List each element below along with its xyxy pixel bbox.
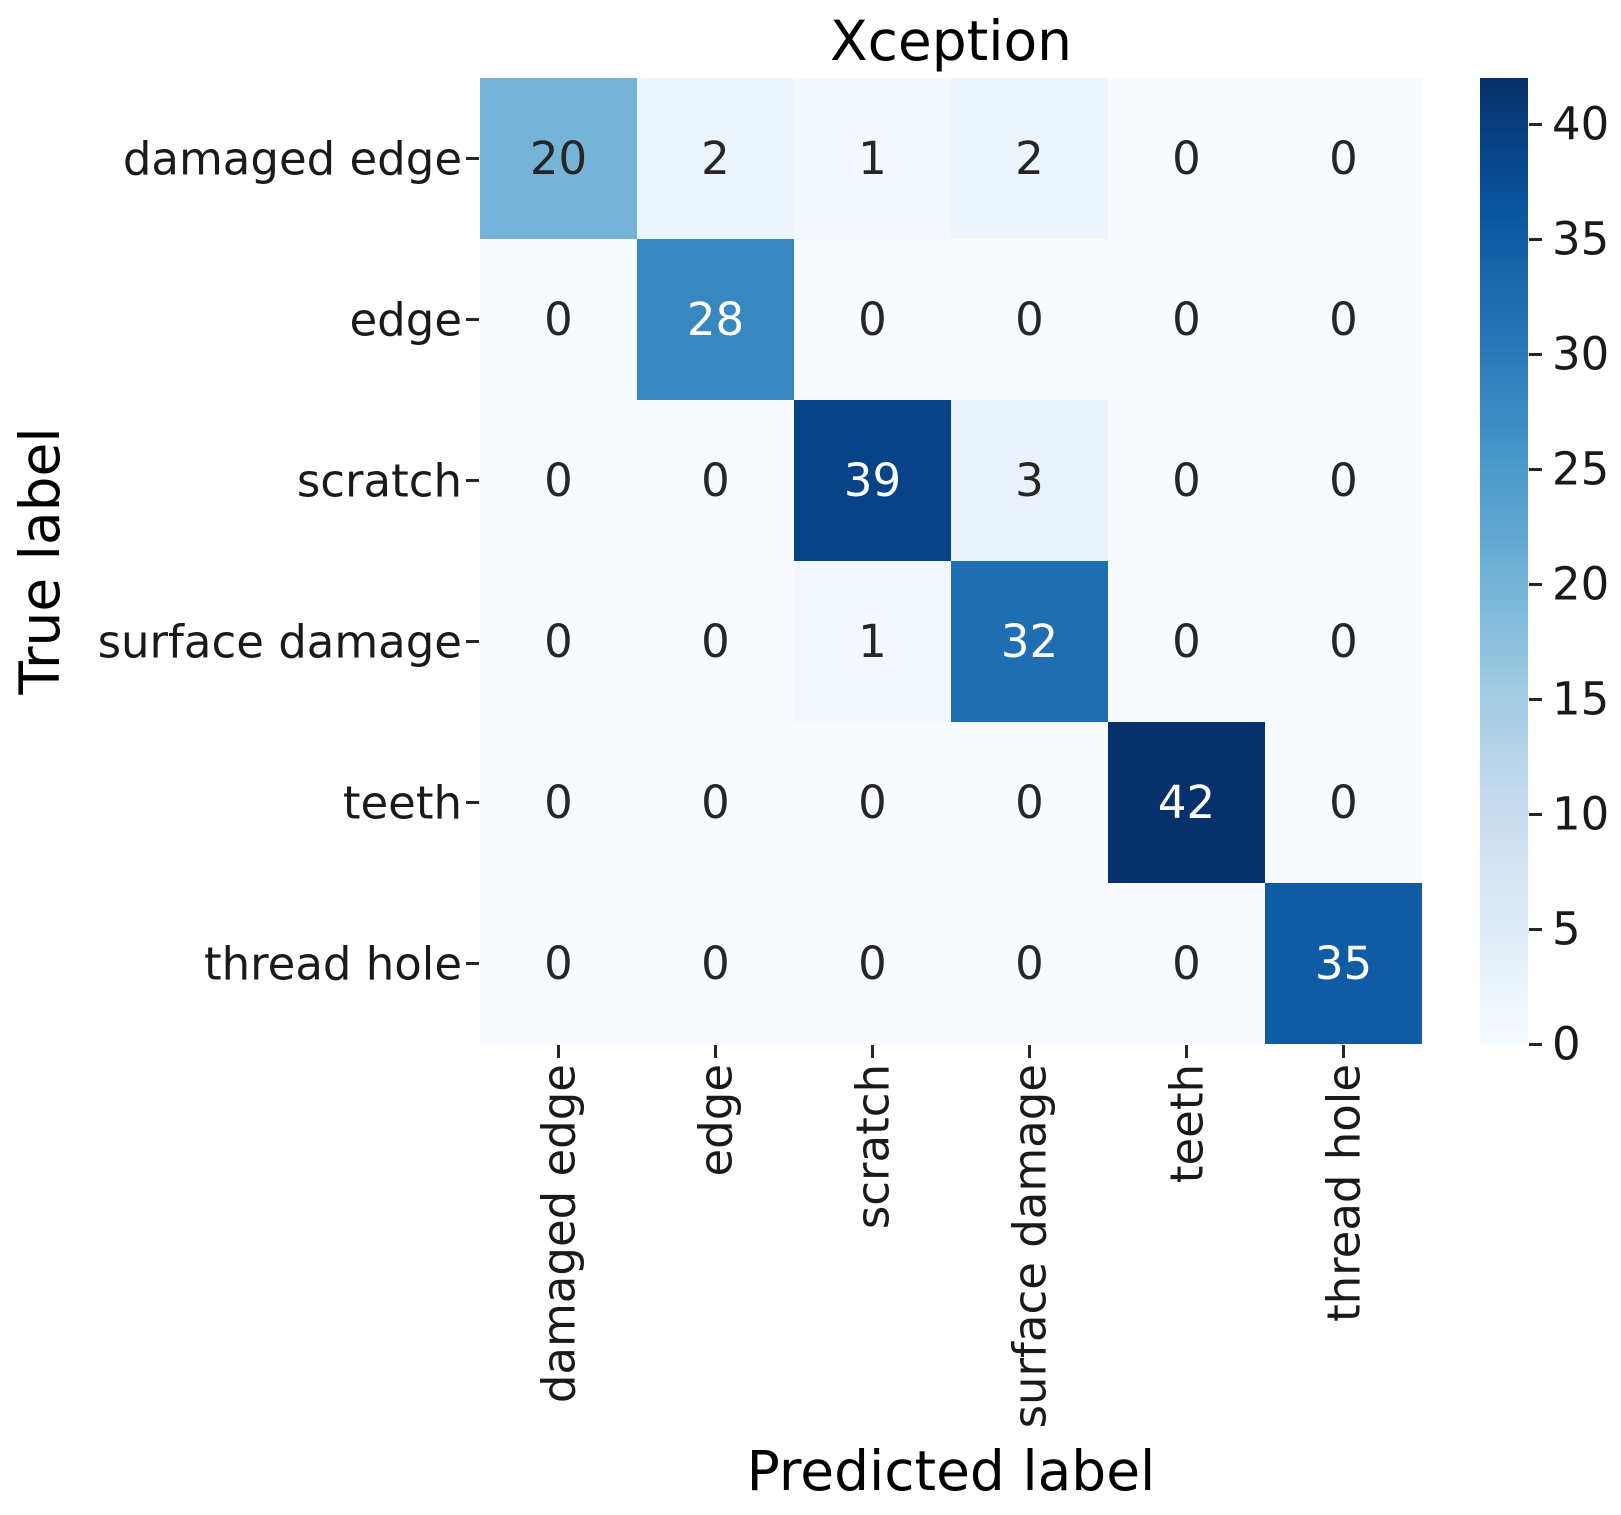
x-tick-mark <box>1185 1045 1188 1058</box>
matrix-cell: 1 <box>794 78 951 239</box>
y-tick-mark <box>466 318 479 321</box>
matrix-cell: 0 <box>637 561 794 722</box>
matrix-cell: 1 <box>794 561 951 722</box>
y-tick-label: damaged edge <box>122 132 462 185</box>
y-tick-mark <box>466 801 479 804</box>
matrix-cell: 0 <box>1108 883 1265 1044</box>
matrix-cell: 2 <box>951 78 1108 239</box>
colorbar-tick-label: 5 <box>1552 902 1581 956</box>
matrix-cell: 35 <box>1265 883 1422 1044</box>
matrix-cell: 0 <box>1108 400 1265 561</box>
y-tick-mark <box>466 157 479 160</box>
colorbar-tick-mark <box>1529 582 1542 586</box>
colorbar-tick-mark <box>1529 122 1542 126</box>
matrix-cell: 0 <box>637 883 794 1044</box>
matrix-cell: 0 <box>1265 400 1422 561</box>
y-tick-label: thread hole <box>203 937 462 990</box>
matrix-cell: 0 <box>1108 78 1265 239</box>
colorbar-tick-mark <box>1529 927 1542 931</box>
chart-title: Xception <box>829 9 1073 73</box>
x-tick-label: edge <box>689 1064 742 1177</box>
x-tick-label: thread hole <box>1317 1064 1370 1323</box>
colorbar-tick-mark <box>1529 467 1542 471</box>
matrix-cell: 42 <box>1108 722 1265 883</box>
x-tick-label: teeth <box>1160 1064 1213 1184</box>
colorbar-tick-mark <box>1529 812 1542 816</box>
matrix-cell: 0 <box>1265 561 1422 722</box>
x-tick-mark <box>714 1045 717 1058</box>
colorbar-tick-label: 25 <box>1552 442 1610 496</box>
matrix-cell: 0 <box>480 883 637 1044</box>
matrix-cell: 0 <box>951 883 1108 1044</box>
matrix-cell: 2 <box>637 78 794 239</box>
colorbar-tick-label: 10 <box>1552 787 1610 841</box>
x-axis-title: Predicted label <box>746 1439 1156 1503</box>
matrix-cell: 28 <box>637 239 794 400</box>
matrix-cell: 0 <box>1108 561 1265 722</box>
y-tick-label: teeth <box>342 776 462 829</box>
matrix-cell: 0 <box>480 722 637 883</box>
colorbar-tick-mark <box>1529 237 1542 241</box>
x-tick-mark <box>1342 1045 1345 1058</box>
y-tick-label: edge <box>349 293 463 346</box>
matrix-cell: 20 <box>480 78 637 239</box>
colorbar-gradient <box>1480 78 1528 1044</box>
matrix-cell: 0 <box>1265 722 1422 883</box>
matrix-cell: 0 <box>1265 78 1422 239</box>
matrix-cell: 0 <box>480 239 637 400</box>
colorbar-tick-label: 30 <box>1552 327 1610 381</box>
colorbar-tick-label: 35 <box>1552 212 1610 266</box>
y-tick-label: surface damage <box>97 615 462 668</box>
matrix-cell: 0 <box>951 239 1108 400</box>
x-tick-label: surface damage <box>1003 1064 1056 1429</box>
matrix-cell: 0 <box>1108 239 1265 400</box>
matrix-cell: 0 <box>480 561 637 722</box>
matrix-cell: 0 <box>637 400 794 561</box>
x-tick-mark <box>557 1045 560 1058</box>
colorbar-tick-mark <box>1529 352 1542 356</box>
matrix-cell: 0 <box>480 400 637 561</box>
y-tick-mark <box>466 479 479 482</box>
matrix-cell: 0 <box>794 722 951 883</box>
matrix-cell: 0 <box>637 722 794 883</box>
y-tick-mark <box>466 640 479 643</box>
x-tick-label: scratch <box>846 1064 899 1230</box>
y-tick-label: scratch <box>296 454 462 507</box>
colorbar-tick-label: 40 <box>1552 97 1610 151</box>
colorbar-tick-mark <box>1529 1042 1542 1046</box>
colorbar-tick-label: 0 <box>1552 1017 1581 1071</box>
matrix-cell: 0 <box>1265 239 1422 400</box>
y-tick-mark <box>466 962 479 965</box>
matrix-cell: 3 <box>951 400 1108 561</box>
matrix-cell: 0 <box>794 239 951 400</box>
colorbar-tick-label: 20 <box>1552 557 1610 611</box>
x-tick-mark <box>871 1045 874 1058</box>
matrix-cell: 0 <box>794 883 951 1044</box>
matrix-cell: 32 <box>951 561 1108 722</box>
matrix-cell: 0 <box>951 722 1108 883</box>
matrix-cell: 39 <box>794 400 951 561</box>
x-tick-label: damaged edge <box>532 1064 585 1404</box>
colorbar-tick-mark <box>1529 697 1542 701</box>
colorbar-tick-label: 15 <box>1552 672 1610 726</box>
x-tick-mark <box>1028 1045 1031 1058</box>
